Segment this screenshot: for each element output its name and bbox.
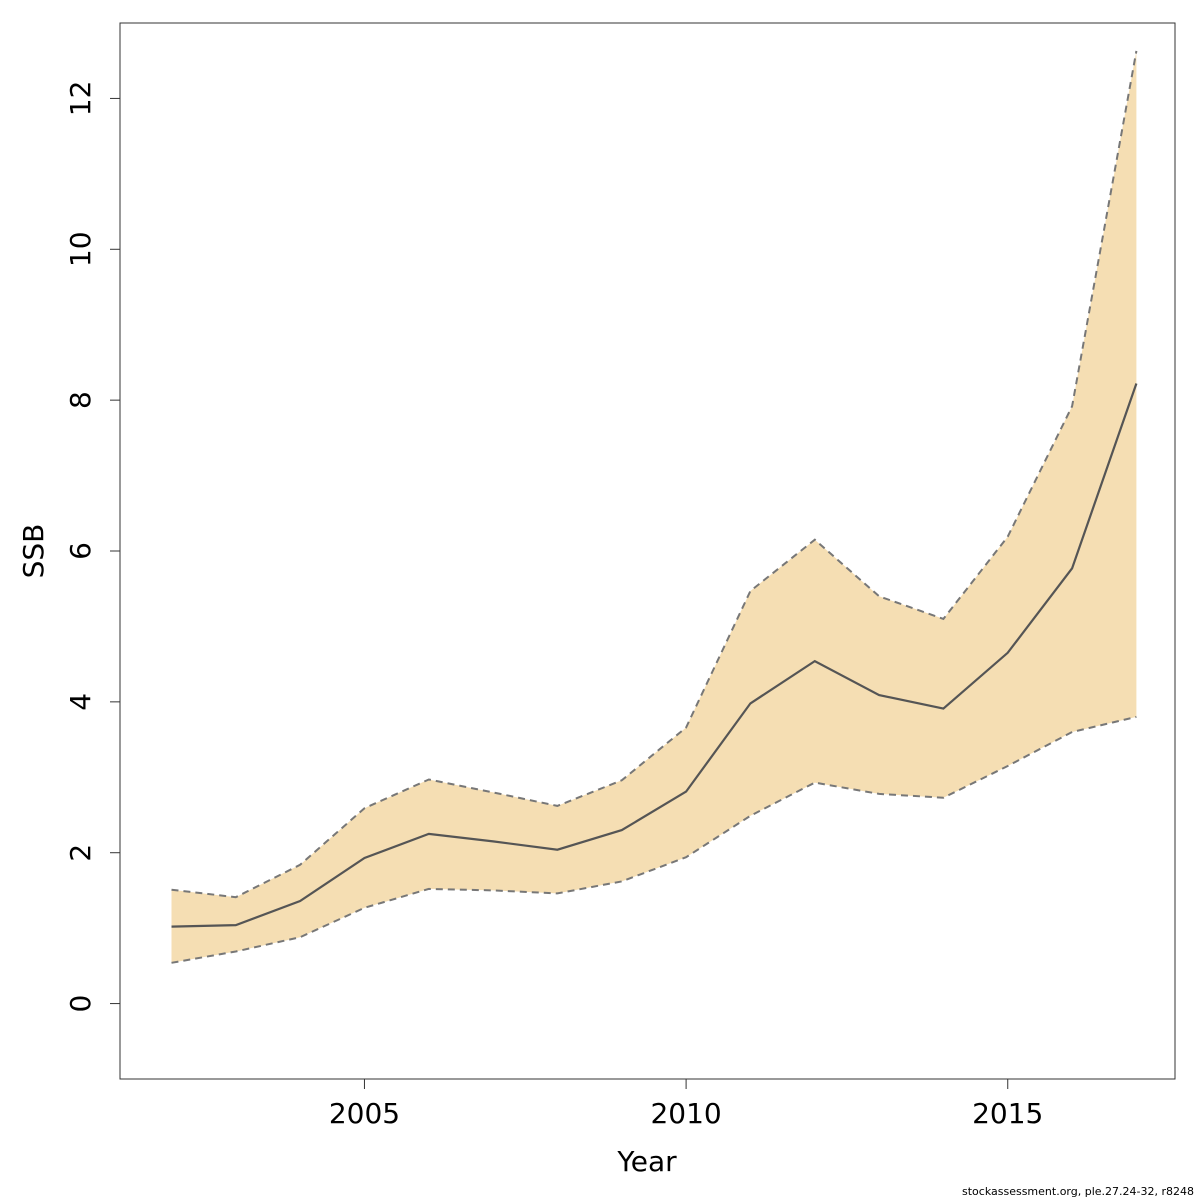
y-tick-label: 0 [64,995,97,1013]
x-tick-label: 2010 [650,1097,721,1130]
x-tick-label: 2015 [972,1097,1043,1130]
data-layer [171,50,1138,964]
y-tick-label: 6 [64,542,97,560]
y-tick-label: 2 [64,844,97,862]
confidence-band [171,50,1137,963]
y-tick-label: 10 [64,231,97,267]
lower-bound-line [171,715,1137,964]
y-tick-label: 4 [64,693,97,711]
source-footnote: stockassessment.org, ple.27.24-32, r8248 [962,1185,1194,1198]
x-tick-label: 2005 [329,1097,400,1130]
y-tick-label: 12 [64,81,97,117]
y-tick-label: 8 [64,391,97,409]
x-axis: 2005 2010 2015 [329,1079,1043,1130]
y-axis: 0 2 4 6 8 10 12 [64,81,120,1013]
x-axis-label: Year [616,1145,677,1178]
ssb-estimate-line [171,383,1138,928]
y-axis-label: SSB [17,524,50,579]
